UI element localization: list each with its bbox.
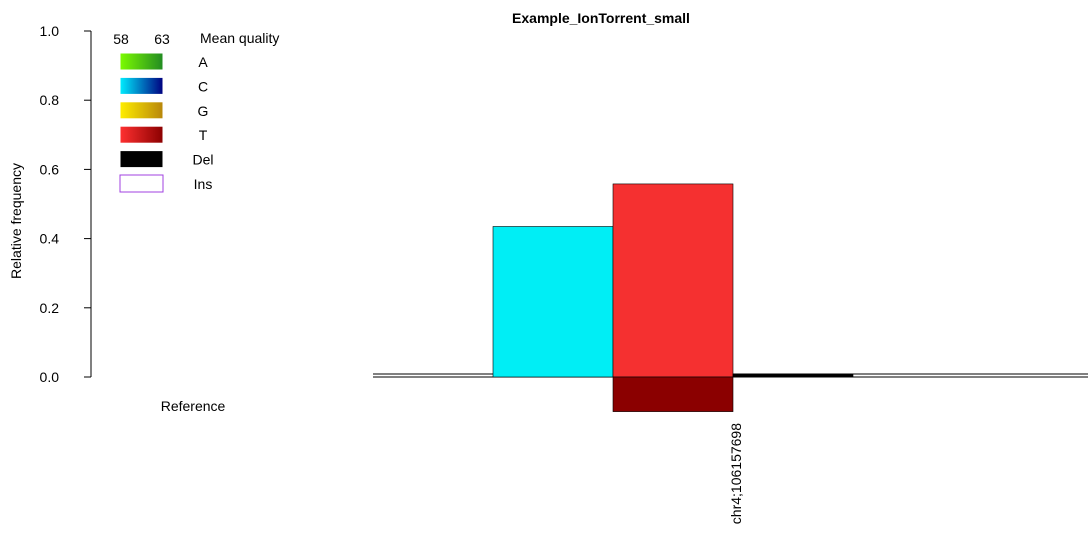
legend-label-a: A <box>198 54 208 70</box>
legend-label-c: C <box>198 78 208 94</box>
legend-swatch-a <box>119 52 164 71</box>
legend-label-ins: Ins <box>194 176 213 192</box>
legend-swatch-c <box>119 76 164 95</box>
legend-swatch-g <box>119 101 164 120</box>
legend-swatch-t <box>119 125 164 144</box>
legend-label-del: Del <box>192 152 213 168</box>
y-axis: 0.0 0.2 0.4 0.6 0.8 1.0 <box>40 23 92 385</box>
legend-swatch-ins <box>119 174 164 193</box>
reference-bar-t <box>612 376 734 412</box>
bar-t <box>612 183 734 378</box>
y-tick-label: 0.2 <box>40 300 60 316</box>
x-category-label: chr4;106157698 <box>728 423 744 524</box>
y-tick-label: 0.8 <box>40 92 60 108</box>
legend-swatch-del <box>119 150 164 169</box>
y-tick-label: 0.0 <box>40 369 60 385</box>
legend-quality-title: Mean quality <box>200 30 279 46</box>
bar-del <box>732 373 854 378</box>
y-axis-label: Relative frequency <box>8 163 24 279</box>
legend-label-g: G <box>198 103 209 119</box>
legend-quality-max: 63 <box>154 31 170 47</box>
legend-quality-min: 58 <box>113 31 129 47</box>
bar-c <box>492 226 614 378</box>
legend-label-t: T <box>199 127 208 143</box>
bars <box>492 183 854 412</box>
reference-label: Reference <box>161 398 226 414</box>
y-tick-label: 0.4 <box>40 231 60 247</box>
y-tick-label: 0.6 <box>40 161 60 177</box>
y-tick-label: 1.0 <box>40 23 60 39</box>
chart-title: Example_IonTorrent_small <box>512 10 690 26</box>
